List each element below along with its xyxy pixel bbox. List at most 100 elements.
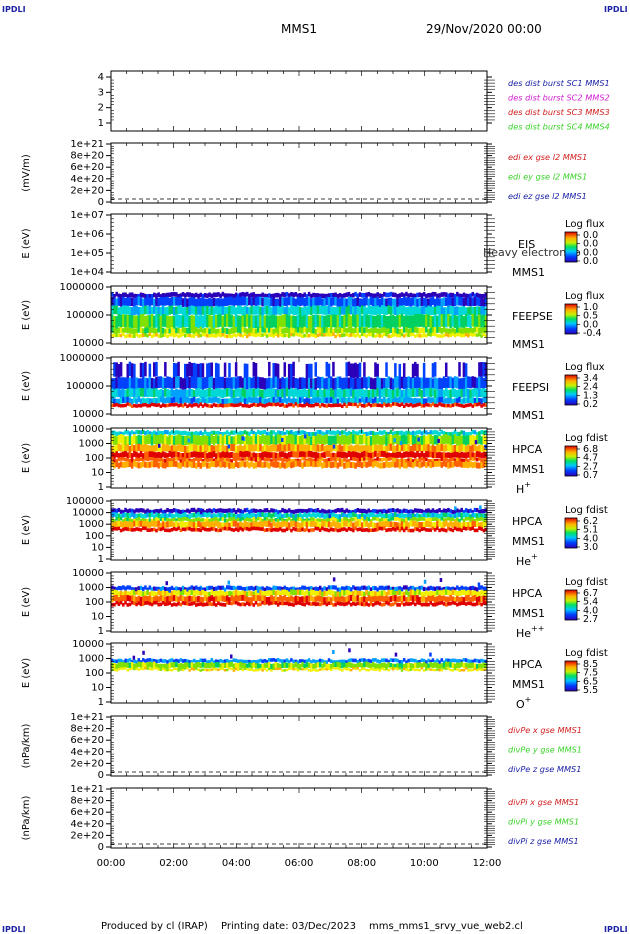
colorbar-title: Log flux (565, 219, 605, 230)
legend-entry: divPi y gse MMS1 (508, 817, 579, 827)
colorbar-tick: 6.2 (583, 516, 598, 527)
ytick-label: 6e+20 (70, 735, 104, 746)
header-datetime: 29/Nov/2020 00:00 (426, 22, 542, 36)
ytick-label: 1e+05 (70, 248, 104, 259)
legend-entry: divPi z gse MMS1 (508, 836, 579, 846)
colorbar-tick: 8.5 (583, 659, 598, 670)
colorbar-title: Log fdist (565, 577, 608, 588)
footer-printing-date: Printing date: 03/Dec/2023 (221, 921, 356, 932)
ytick-label: 100 (85, 531, 104, 542)
ytick-label: 10 (91, 612, 104, 623)
ytick-label: 3 (98, 87, 104, 98)
colorbar-tick: 1.0 (583, 302, 598, 313)
colorbar-tick: 4.0 (583, 533, 598, 544)
colorbar-tick: 2.7 (583, 614, 598, 625)
colorbar-tick: -0.4 (583, 328, 602, 339)
ytick-label: 1e+21 (70, 712, 104, 723)
panel-feepse: 1000000 100000 10000 E (eV) FEEPSE MMS1 Log fl… (21, 282, 605, 351)
ytick-label: 8e+20 (70, 151, 104, 162)
ytick-label: 10000 (72, 568, 104, 579)
spectrogram-hpca-he2 (111, 577, 488, 607)
xtick-label: 04:00 (222, 858, 251, 869)
corner-label-tl: IPDLI (2, 5, 26, 14)
panel-frame (110, 715, 488, 777)
ytick-label: 100 (85, 668, 104, 679)
colorbar-tick: 0.0 (583, 239, 598, 250)
ytick-label: 0 (98, 770, 104, 781)
svg-text:FEEPSI: FEEPSI (512, 381, 549, 394)
ylabel: E (eV) (21, 300, 32, 330)
legend-burst: des dist burst SC1 MMS1 des dist burst SC… (508, 78, 610, 132)
svg-text:MMS1: MMS1 (512, 338, 545, 351)
ytick-label: 1e+06 (70, 229, 104, 240)
colorbar-tick: 3.4 (583, 373, 598, 384)
svg-text:EIS: EIS (518, 238, 535, 251)
legend-divpi: divPi x gse MMS1 divPi y gse MMS1 divPi z … (508, 797, 579, 846)
ytick-label: 1000000 (59, 282, 104, 293)
xtick-label: 06:00 (285, 858, 314, 869)
corner-label-bl: IPDLI (2, 925, 26, 934)
ylabel: (mV/m) (21, 154, 32, 192)
header-spacecraft: MMS1 (281, 22, 317, 36)
ytick-label: 1000 (79, 654, 104, 665)
footer-file: mms_mms1_srvy_vue_web2.cl (369, 921, 523, 932)
spectrogram-feepsi (111, 361, 488, 409)
ytick-label: 1000 (79, 519, 104, 530)
ytick-label: 10 (91, 542, 104, 553)
ylabel: (nPa/km) (21, 796, 32, 841)
ytick-label: 10000 (72, 424, 104, 435)
legend-entry: edi ey gse l2 MMS1 (508, 172, 587, 182)
colorbar-tick: 1.3 (583, 390, 598, 401)
ytick-label: 100000 (66, 310, 104, 321)
instrument-label-eis: EIS MMS1 Heavy electron to (483, 238, 581, 279)
species-label: O+ (516, 695, 531, 711)
note-text: Heavy electron to (483, 246, 581, 259)
svg-text:MMS1: MMS1 (512, 266, 545, 279)
ytick-label: 4e+20 (70, 747, 104, 758)
ytick-label: 100 (85, 453, 104, 464)
ytick-label: 10000 (72, 639, 104, 650)
colorbar-tick: 0.0 (583, 247, 598, 258)
panel-frame (110, 142, 488, 204)
ytick-label: 1 (98, 697, 104, 708)
panel-frame (110, 642, 488, 704)
colorbar-tick: 3.0 (583, 542, 598, 553)
xtick-label: 00:00 (97, 858, 126, 869)
ylabel: E (eV) (21, 228, 32, 258)
ytick-label: 2e+20 (70, 830, 104, 841)
ytick-label: 1 (98, 554, 104, 565)
svg-text:MMS1: MMS1 (512, 535, 545, 548)
colorbar-tick: 0.0 (583, 319, 598, 330)
spectrogram-hpca-he (111, 505, 488, 533)
instrument-label-hpca-he: HPCA MMS1 He+ (512, 515, 545, 568)
ylabel: (nPa/km) (21, 724, 32, 769)
ytick-label: 1e+07 (70, 210, 104, 221)
instrument-label-hpca-h: HPCA MMS1 H+ (512, 443, 545, 496)
ytick-label: 1 (98, 482, 104, 493)
colorbar-tick: 2.7 (583, 461, 598, 472)
species-label: He+ (516, 552, 538, 568)
colorbar-title: Log fdist (565, 433, 608, 444)
ytick-label: 1000 (79, 439, 104, 450)
ytick-label: 100000 (66, 381, 104, 392)
panel-frame (110, 787, 488, 849)
colorbar-tick: 0.7 (583, 470, 598, 481)
colorbar-title: Log flux (565, 291, 605, 302)
svg-text:MMS1: MMS1 (512, 409, 545, 422)
spectrogram-hpca-h (111, 429, 488, 469)
legend-edi: edi ex gse l2 MMS1 edi ey gse l2 MMS1 edi … (508, 152, 587, 201)
colorbar-tick: 2.4 (583, 382, 598, 393)
ytick-label: 100000 (66, 496, 104, 507)
